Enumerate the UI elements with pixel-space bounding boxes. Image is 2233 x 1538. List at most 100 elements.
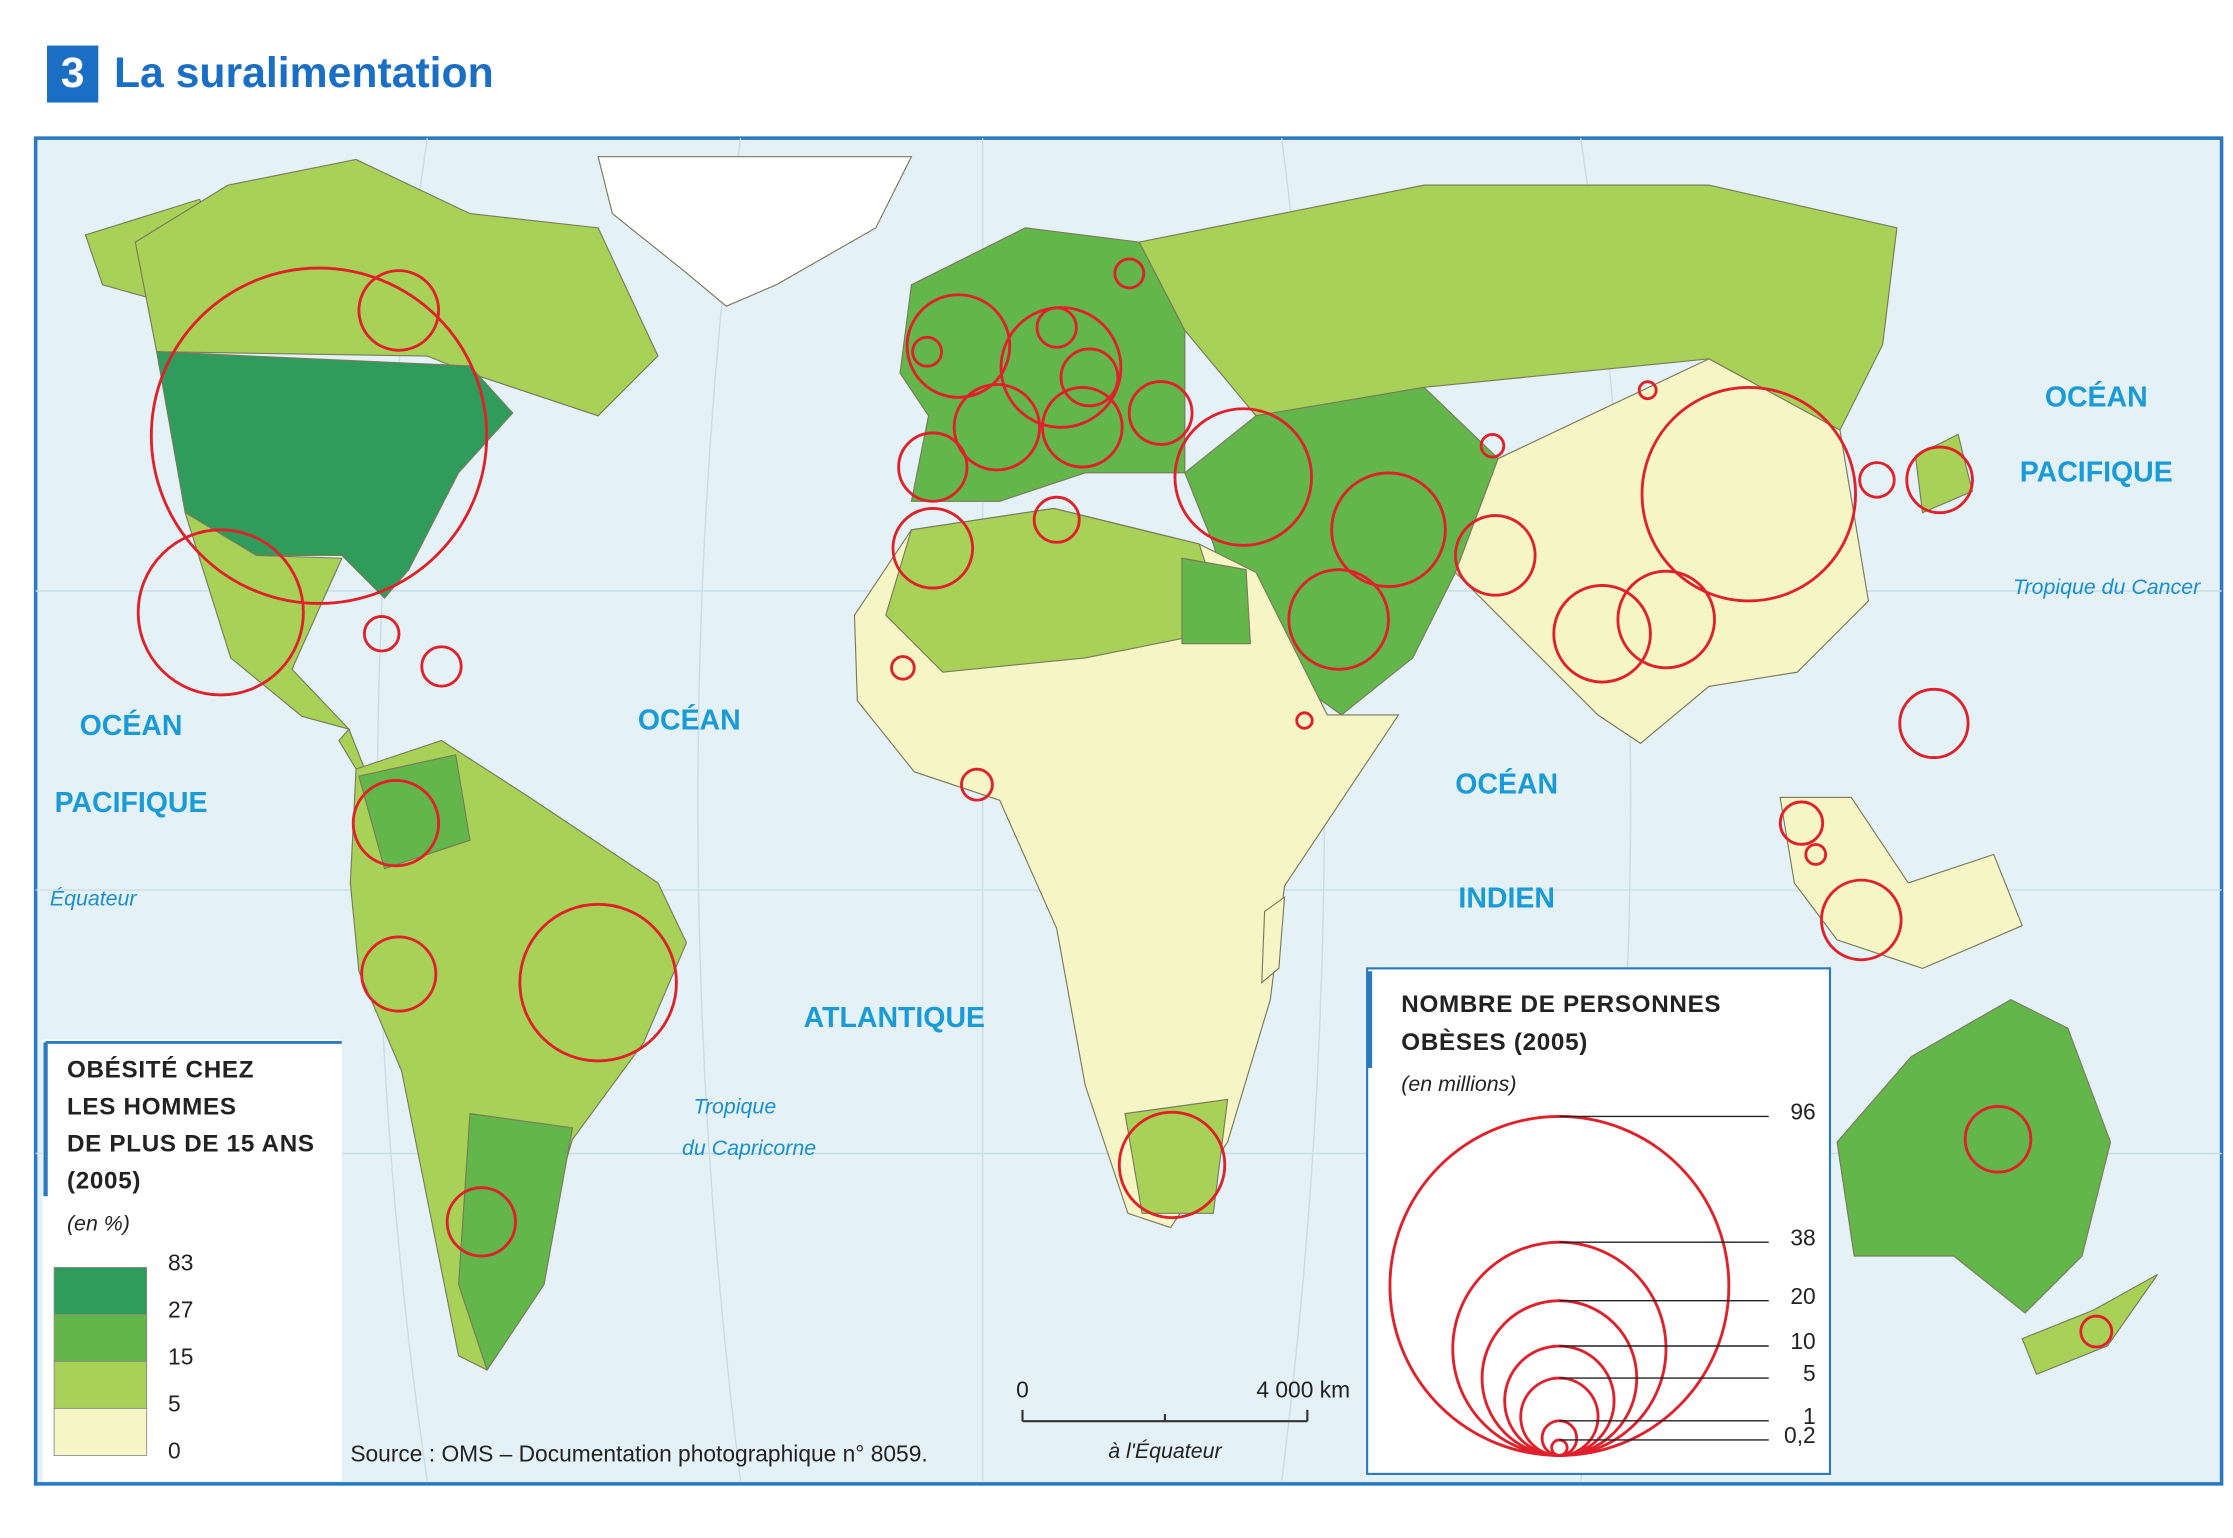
obesity-bubbles bbox=[136, 257, 2114, 1349]
ocean-label: OCÉAN bbox=[2045, 381, 2148, 413]
obesity-bubble bbox=[1113, 257, 1146, 290]
land bbox=[1454, 358, 1870, 745]
obesity-bubble bbox=[1059, 347, 1120, 408]
obesity-bubble bbox=[1330, 471, 1447, 589]
obesity-bubble bbox=[351, 778, 441, 868]
land bbox=[1181, 557, 1251, 645]
ocean-label: PACIFIQUE bbox=[55, 787, 208, 819]
ocean-label: ATLANTIQUE bbox=[804, 1002, 985, 1034]
obesity-bubble bbox=[1820, 878, 1903, 962]
obesity-bubble bbox=[1117, 1110, 1227, 1220]
obesity-bubble bbox=[518, 902, 678, 1063]
obesity-bubble bbox=[905, 293, 1012, 399]
obesity-bubble bbox=[890, 655, 916, 681]
map-note: Équateur bbox=[50, 886, 138, 911]
obesity-bubble bbox=[1127, 380, 1194, 446]
header-badge bbox=[47, 45, 99, 103]
legend-size-label: 96 bbox=[1790, 1099, 1815, 1125]
legend-size-label: 1 bbox=[1803, 1403, 1816, 1429]
map-note: Tropique bbox=[693, 1095, 776, 1119]
land bbox=[2021, 1274, 2158, 1375]
ocean-label: OCÉAN bbox=[1455, 769, 1558, 801]
legend-size-label: 10 bbox=[1790, 1328, 1815, 1354]
legend-size-title: OBÈSES (2005) bbox=[1401, 1028, 1588, 1056]
header-title: La suralimentation bbox=[114, 49, 494, 97]
land bbox=[597, 156, 913, 307]
legend-rate-break: 83 bbox=[168, 1250, 193, 1276]
obesity-bubble bbox=[1173, 407, 1313, 547]
ocean-label: INDIEN bbox=[1458, 883, 1555, 915]
obesity-bubble bbox=[1905, 445, 1974, 515]
legend-swatch bbox=[53, 1266, 148, 1315]
legend-rate-unit: (en %) bbox=[67, 1211, 130, 1235]
obesity-bubble bbox=[911, 335, 943, 368]
ocean-label: OCÉAN bbox=[638, 705, 741, 737]
land bbox=[1261, 895, 1286, 984]
obesity-bubble bbox=[360, 935, 438, 1013]
obesity-bubble bbox=[1616, 569, 1716, 670]
obesity-bubble bbox=[2079, 1314, 2114, 1349]
legends: OBÉSITÉ CHEZ LES HOMMES DE PLUS DE 15 ANS (… bbox=[53, 991, 1816, 1464]
obesity-bubble bbox=[1640, 385, 1857, 603]
obesity-bubble bbox=[445, 1186, 517, 1258]
obesity-bubble bbox=[1287, 568, 1390, 671]
ocean-label: OCÉAN bbox=[80, 710, 183, 742]
land bbox=[1779, 796, 2023, 969]
obesity-bubble bbox=[362, 614, 401, 653]
ocean-label: PACIFIQUE bbox=[2020, 457, 2173, 489]
legend-rate-break: 15 bbox=[168, 1344, 193, 1370]
land bbox=[1124, 1098, 1229, 1214]
legend-size-box bbox=[1366, 967, 1832, 1475]
obesity-bubble bbox=[136, 528, 305, 697]
scale-start: 0 bbox=[1016, 1376, 1029, 1402]
obesity-bubble bbox=[1479, 432, 1506, 459]
obesity-bubble bbox=[897, 431, 969, 503]
obesity-bubble bbox=[960, 767, 994, 802]
header-number: 3 bbox=[61, 49, 85, 97]
land bbox=[184, 511, 351, 731]
scale-end: 4 000 km bbox=[1256, 1376, 1350, 1402]
legend-swatch bbox=[53, 1360, 148, 1409]
scale-note: à l'Équateur bbox=[1108, 1438, 1222, 1463]
obesity-bubble bbox=[1032, 495, 1081, 544]
obesity-bubble bbox=[1858, 461, 1896, 499]
legend-rate-title: DE PLUS DE 15 ANS bbox=[67, 1130, 315, 1157]
obesity-bubble bbox=[952, 383, 1042, 472]
source: Source : OMS – Documentation photographi… bbox=[350, 1440, 927, 1466]
legend-rate-title: LES HOMMES bbox=[67, 1093, 237, 1120]
obesity-bubble bbox=[1898, 687, 1970, 760]
legend-size-unit: (en millions) bbox=[1401, 1072, 1516, 1096]
land bbox=[1836, 999, 2112, 1314]
legend-rate-title: OBÉSITÉ CHEZ bbox=[67, 1055, 254, 1083]
obesity-bubble bbox=[357, 269, 441, 352]
obesity-bubble bbox=[1454, 514, 1537, 597]
legend-rate-break: 27 bbox=[168, 1297, 193, 1323]
obesity-bubble bbox=[891, 507, 975, 590]
legend-size-label: 20 bbox=[1790, 1283, 1815, 1309]
legend-size-label: 38 bbox=[1790, 1224, 1815, 1250]
legend-size-title: NOMBRE DE PERSONNES bbox=[1401, 991, 1721, 1018]
obesity-bubble bbox=[1778, 800, 1825, 846]
obesity-bubble bbox=[999, 306, 1123, 429]
obesity-bubble bbox=[1295, 711, 1314, 730]
legend-size-label: 5 bbox=[1803, 1360, 1816, 1386]
landmasses bbox=[84, 156, 2158, 1375]
map-note: Tropique du Cancer bbox=[2013, 575, 2201, 599]
legend-rate-break: 0 bbox=[168, 1438, 181, 1464]
land bbox=[358, 754, 471, 870]
obesity-bubble bbox=[149, 266, 489, 605]
legend-rate-title: (2005) bbox=[67, 1167, 141, 1194]
obesity-bubble bbox=[1637, 380, 1658, 401]
map-note: du Capricorne bbox=[682, 1136, 816, 1160]
legend-size-label: 0,2 bbox=[1784, 1422, 1816, 1448]
legend-swatch bbox=[53, 1313, 148, 1362]
obesity-bubble bbox=[1963, 1105, 2033, 1174]
land bbox=[458, 1112, 574, 1372]
obesity-bubble bbox=[1804, 843, 1828, 866]
obesity-bubble bbox=[1041, 385, 1124, 469]
obesity-bubble bbox=[1552, 583, 1652, 684]
legend-swatch bbox=[53, 1407, 148, 1456]
obesity-bubble bbox=[420, 645, 463, 688]
legend-rate-break: 5 bbox=[168, 1391, 181, 1417]
